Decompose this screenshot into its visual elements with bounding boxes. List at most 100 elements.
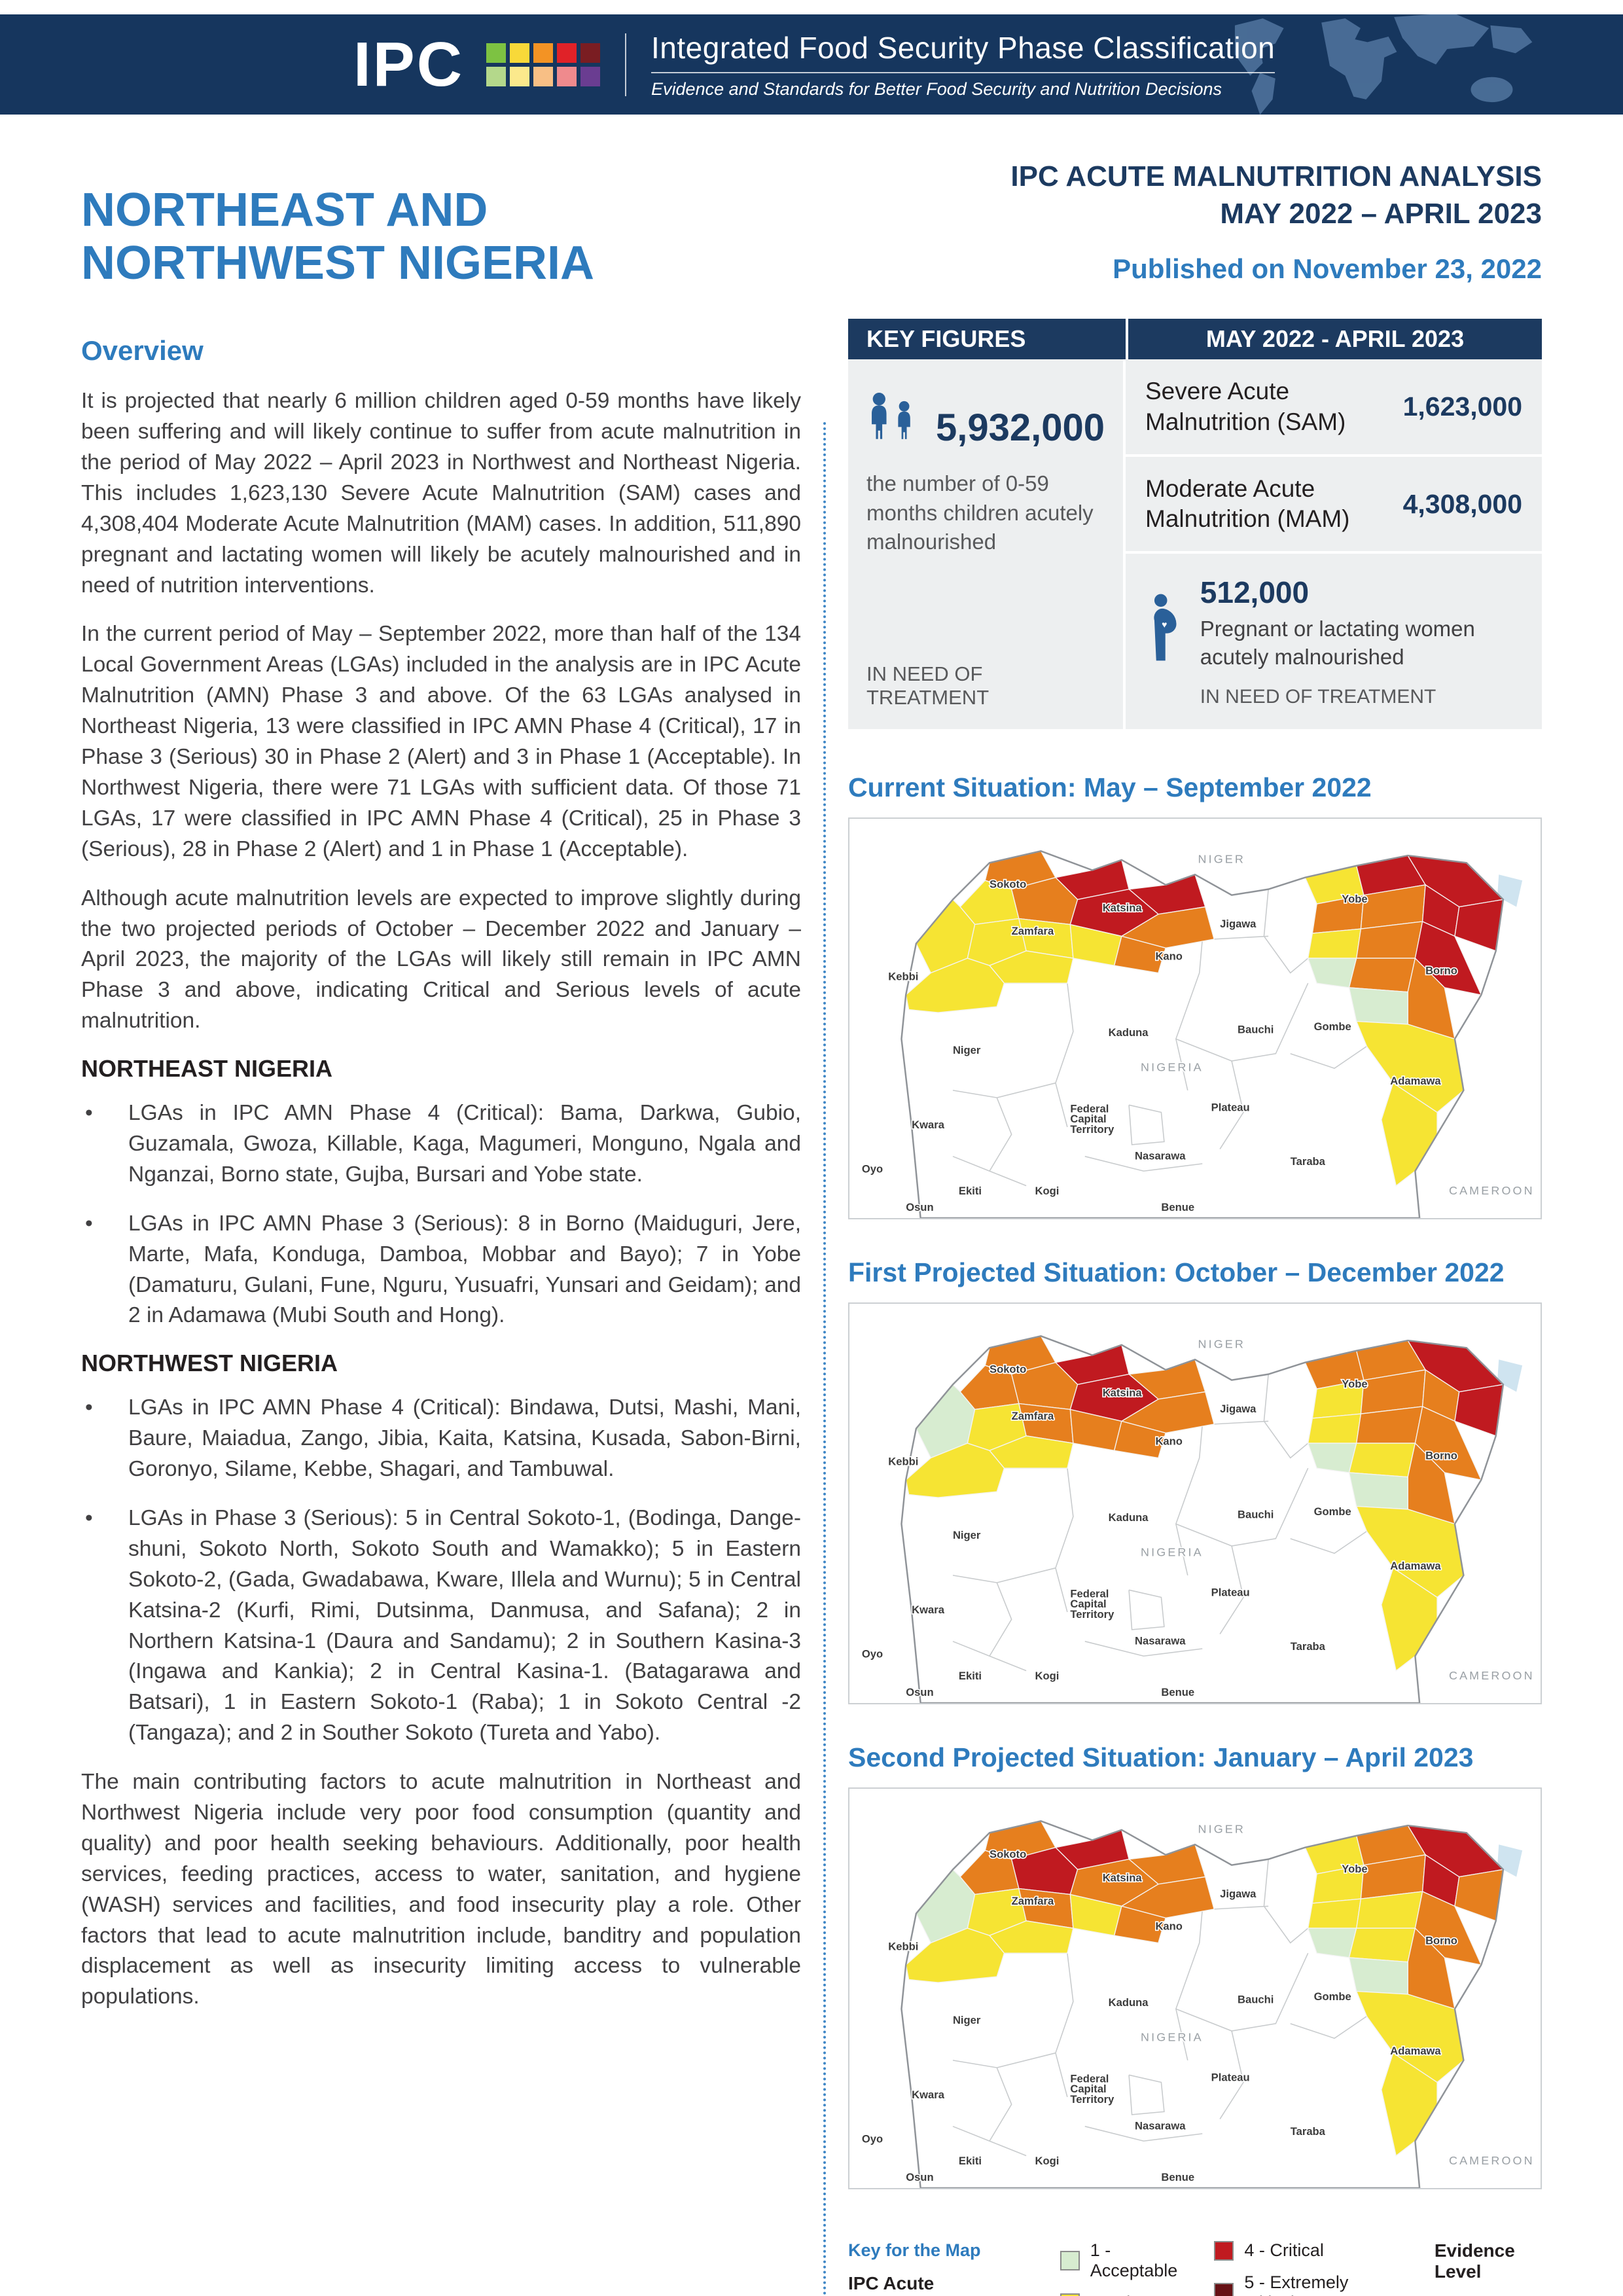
svg-text:Ekiti: Ekiti [959, 1670, 982, 1682]
legend-label: 5 - Extremely critical [1244, 2272, 1349, 2296]
svg-text:Oyo: Oyo [862, 1648, 883, 1660]
mam-value: 4,308,000 [1402, 488, 1522, 519]
legend-item: 5 - Extremely critical [1214, 2272, 1368, 2296]
plw-desc: Pregnant or lactating women acutely maln… [1200, 617, 1475, 670]
svg-text:Adamawa: Adamawa [1390, 1075, 1441, 1087]
svg-text:Kano: Kano [1155, 1920, 1182, 1932]
svg-text:Plateau: Plateau [1211, 1586, 1250, 1598]
logo-square [533, 43, 554, 63]
legend-item: 4 - Critical [1214, 2240, 1368, 2261]
svg-text:Yobe: Yobe [1342, 1378, 1367, 1390]
svg-text:Katsina: Katsina [1103, 1386, 1143, 1399]
sam-value: 1,623,000 [1402, 391, 1522, 422]
plw-row: ♥ 512,000 Pregnant or lactating women ac… [1126, 554, 1542, 729]
logo-square [557, 43, 577, 63]
map-second-projection: NIGER Sokoto Katsina Zamfara Jigawa Yobe Kebbi… [848, 1787, 1542, 2190]
svg-text:Borno: Borno [1425, 1450, 1457, 1462]
key-figures-period: MAY 2022 - APRIL 2023 [1126, 319, 1542, 360]
map-section-first-projection: First Projected Situation: October – Dec… [848, 1257, 1542, 1705]
ipc-logo-squares-icon [486, 43, 601, 86]
northwest-heading: NORTHWEST NIGERIA [81, 1350, 338, 1377]
sam-label: Severe Acute Malnutrition (SAM) [1145, 378, 1346, 435]
legend-swatch-icon [1214, 2283, 1234, 2296]
svg-text:Plateau: Plateau [1211, 1101, 1250, 1113]
svg-text:Ekiti: Ekiti [959, 2155, 982, 2167]
svg-text:Kaduna: Kaduna [1109, 1511, 1149, 1524]
map-title-first-projection: First Projected Situation: October – Dec… [848, 1257, 1505, 1288]
logo-square [557, 66, 577, 86]
svg-text:Kogi: Kogi [1035, 2155, 1060, 2167]
northwest-bullet-list: LGAs in IPC AMN Phase 4 (Critical): Bind… [81, 1393, 801, 1749]
svg-text:Osun: Osun [906, 2171, 933, 2183]
evidence-level-title: Evidence Level [1434, 2240, 1515, 2282]
svg-text:Taraba: Taraba [1291, 1155, 1326, 1168]
svg-text:Kogi: Kogi [1035, 1185, 1060, 1197]
svg-text:Benue: Benue [1161, 1201, 1194, 1213]
svg-text:Borno: Borno [1425, 1935, 1457, 1947]
legend-key-subtitle: IPC Acute Malnutrition Phase Classificat… [848, 2273, 935, 2294]
key-figures-title: KEY FIGURES [866, 325, 1026, 353]
svg-text:Kaduna: Kaduna [1109, 1996, 1149, 2009]
header-bar: IPC Integrated Food Security Phase Class… [0, 14, 1623, 115]
world-map-icon [1234, 14, 1533, 115]
svg-text:Borno: Borno [1425, 965, 1457, 977]
mam-label: Moderate Acute Malnutrition (MAM) [1145, 475, 1350, 533]
bullet-item: LGAs in IPC AMN Phase 4 (Critical): Bama… [81, 1098, 801, 1191]
northeast-heading: NORTHEAST NIGERIA [81, 1055, 333, 1083]
svg-text:Plateau: Plateau [1211, 2071, 1250, 2083]
map-current: NIGER Sokoto Katsina Zamfara Jigawa Yobe Kebbi… [848, 817, 1542, 1220]
svg-text:Zamfara: Zamfara [1012, 1895, 1054, 1907]
svg-text:CAMEROON: CAMEROON [1449, 2154, 1535, 2167]
svg-text:NIGERIA: NIGERIA [1141, 1546, 1204, 1559]
svg-text:NIGERIA: NIGERIA [1141, 1061, 1204, 1074]
svg-text:♥: ♥ [1162, 620, 1167, 630]
logo-square [533, 66, 554, 86]
ipc-logo: IPC [353, 33, 601, 96]
svg-text:CAMEROON: CAMEROON [1449, 1669, 1535, 1682]
nigeria-map-second-projection: NIGER Sokoto Katsina Zamfara Jigawa Yobe Kebbi… [861, 1820, 1535, 2189]
svg-text:Kano: Kano [1155, 1435, 1182, 1447]
key-figures-header: KEY FIGURES MAY 2022 - APRIL 2023 [848, 319, 1542, 360]
svg-text:Bauchi: Bauchi [1238, 1509, 1274, 1521]
plw-text: 512,000 Pregnant or lactating women acut… [1200, 575, 1522, 708]
svg-text:Nasarawa: Nasarawa [1135, 1634, 1186, 1647]
legend-label: 4 - Critical [1244, 2240, 1324, 2261]
header-divider [625, 33, 627, 96]
legend-item: 2 - Alert [1060, 2293, 1178, 2296]
header-subtitle: Evidence and Standards for Better Food S… [651, 71, 1275, 99]
overview-paragraph: In the current period of May – September… [81, 622, 801, 861]
column-divider [823, 422, 826, 2296]
overview-paragraph: Although acute malnutrition levels are e… [81, 886, 801, 1033]
logo-square [580, 66, 601, 86]
logo-square [510, 66, 530, 86]
svg-text:Sokoto: Sokoto [990, 878, 1026, 891]
map-section-second-projection: Second Projected Situation: January – Ap… [848, 1742, 1542, 2190]
map-title-current: Current Situation: May – September 2022 [848, 772, 1372, 803]
logo-square [486, 66, 507, 86]
svg-text:Kebbi: Kebbi [888, 971, 918, 983]
svg-text:Kwara: Kwara [912, 1119, 945, 1131]
svg-text:Zamfara: Zamfara [1012, 925, 1054, 937]
svg-text:Oyo: Oyo [862, 2133, 883, 2145]
legend-key: Key for the Map IPC Acute Malnutrition P… [848, 2240, 1024, 2296]
svg-text:Niger: Niger [953, 1044, 981, 1056]
key-figures-body: 5,932,000 the number of 0-59 months chil… [848, 359, 1542, 730]
svg-text:Osun: Osun [906, 1201, 933, 1213]
pregnant-woman-icon: ♥ [1154, 594, 1177, 661]
legend-label: 1 - Acceptable [1090, 2240, 1178, 2281]
logo-square [486, 43, 507, 63]
total-number-row: 5,932,000 [866, 383, 1105, 451]
header-text: Integrated Food Security Phase Classific… [651, 30, 1275, 99]
logo-square [580, 43, 601, 63]
page-title: NORTHEAST AND NORTHWEST NIGERIA [81, 184, 594, 289]
svg-text:Kwara: Kwara [912, 2089, 945, 2101]
logo-square [510, 43, 530, 63]
svg-text:Bauchi: Bauchi [1238, 1994, 1274, 2006]
legend-key-title: Key for the Map [848, 2240, 981, 2261]
svg-text:Yobe: Yobe [1342, 1863, 1367, 1875]
bullet-item: LGAs in IPC AMN Phase 3 (Serious): 8 in … [81, 1209, 801, 1332]
key-figures-panel: KEY FIGURES MAY 2022 - APRIL 2023 [848, 319, 1542, 730]
